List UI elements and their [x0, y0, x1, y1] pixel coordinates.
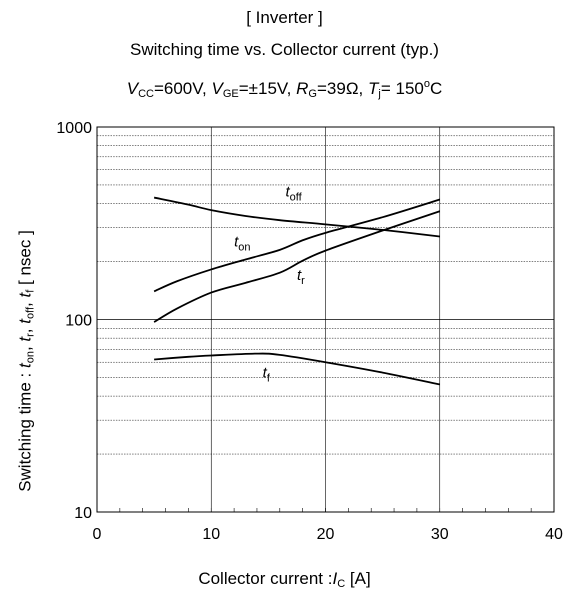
y-tick-label: 100 — [65, 313, 92, 330]
series-line-tr — [153, 210, 441, 323]
rg-value: =39Ω, — [316, 79, 364, 98]
vge-symbol: V — [211, 79, 223, 98]
vcc-symbol: V — [126, 79, 139, 98]
vge-value: =±15V, — [238, 79, 292, 98]
y-axis-sep-2: , — [15, 323, 35, 334]
y-axis-r-sub: r — [24, 333, 37, 337]
y-axis-t-f: t — [15, 292, 35, 298]
x-axis-subscript: C — [337, 578, 346, 590]
y-axis-t-off: t — [15, 319, 35, 324]
vcc-value: =600V, — [153, 79, 207, 98]
x-tick-label: 20 — [317, 526, 335, 543]
series-label-tr: tr — [297, 267, 305, 287]
y-axis-sep-3: , — [15, 297, 35, 307]
y-axis-t-on: t — [15, 363, 35, 369]
chart-conditions: VCC=600V, VGE=±15V, RG=39Ω, Tj= 150oC — [0, 74, 569, 104]
series-line-tf — [154, 352, 440, 386]
chart-title-line-2: Switching time vs. Collector current (ty… — [130, 40, 439, 59]
vge-subscript: GE — [222, 88, 239, 100]
y-tick-label: 1000 — [56, 120, 92, 137]
y-axis-on-sub: on — [24, 351, 37, 364]
x-axis-symbol: I — [332, 569, 338, 588]
series-label-ton: ton — [234, 233, 250, 253]
curves — [153, 196, 441, 386]
series-label-toff: toff — [286, 184, 303, 204]
y-tick-label: 10 — [74, 505, 92, 522]
tj-degree: o — [423, 78, 430, 90]
x-axis-unit: [A] — [345, 569, 371, 588]
rg-subscript: G — [308, 88, 317, 100]
y-axis-sep-1: , — [15, 341, 35, 352]
tj-symbol: T — [368, 79, 379, 98]
y-axis-t-r: t — [15, 336, 35, 342]
x-axis-label: Collector current :IC [A] — [0, 569, 569, 594]
y-axis-unit: [ nsec ] — [15, 230, 35, 290]
y-axis-f-sub: f — [24, 289, 37, 293]
series-line-toff — [153, 196, 440, 238]
curve-labels: toff ton tr tf — [234, 184, 305, 385]
series-label-tf: tf — [263, 364, 271, 384]
rg-symbol: R — [296, 79, 309, 98]
grid-lines — [96, 127, 555, 512]
x-tick-label: 30 — [431, 526, 449, 543]
y-axis-label-prefix: Switching time : — [15, 368, 35, 492]
y-axis-label: Switching time : ton, tr, toff, tf [ nse… — [16, 230, 41, 492]
x-axis-label-text: Collector current : — [198, 569, 333, 588]
tj-subscript: j — [378, 88, 381, 100]
tj-unit: C — [429, 79, 443, 98]
plot-frame — [96, 126, 555, 513]
series-line-ton — [153, 198, 441, 293]
y-axis-off-sub: off — [24, 306, 37, 320]
chart-title-line-1: [ Inverter ] — [246, 8, 323, 27]
vcc-subscript: CC — [138, 88, 154, 100]
x-tick-label: 40 — [545, 526, 563, 543]
x-tick-label: 0 — [93, 526, 102, 543]
x-tick-label: 10 — [202, 526, 220, 543]
tj-value: = 150 — [380, 79, 424, 98]
